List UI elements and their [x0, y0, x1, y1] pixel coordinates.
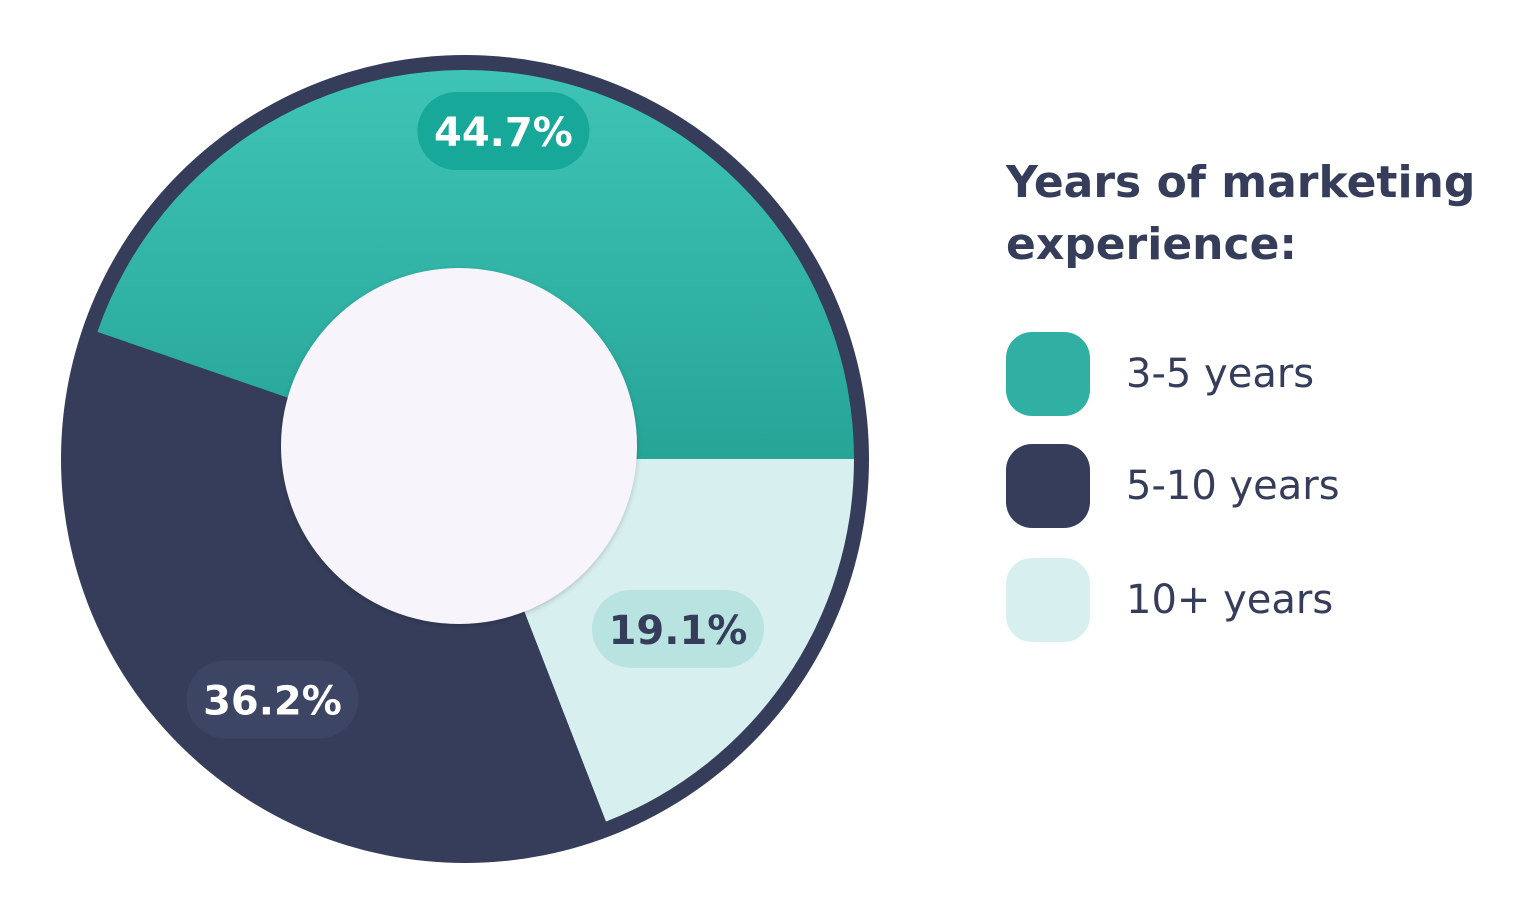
legend-item-5-10-years: 5-10 years — [1006, 444, 1506, 528]
legend-item-3-5-years: 3-5 years — [1006, 332, 1506, 416]
legend-swatch — [1006, 444, 1090, 528]
legend-item-10plus-years: 10+ years — [1006, 558, 1506, 642]
data-label-pill — [417, 92, 590, 171]
legend-swatch — [1006, 558, 1090, 642]
pie-slice-3-5-years — [97, 69, 854, 460]
legend-swatch — [1006, 332, 1090, 416]
legend-label: 3-5 years — [1126, 351, 1315, 397]
data-label: 36.2% — [203, 678, 342, 724]
legend-title: Years of marketing experience: — [1006, 157, 1476, 270]
legend-label: 5-10 years — [1126, 463, 1340, 509]
data-label: 44.7% — [434, 110, 573, 156]
legend-label: 10+ years — [1126, 577, 1334, 623]
data-label-pill — [186, 660, 359, 739]
donut-hole — [281, 268, 637, 624]
data-label: 19.1% — [609, 608, 748, 654]
data-label-pill — [591, 589, 764, 668]
